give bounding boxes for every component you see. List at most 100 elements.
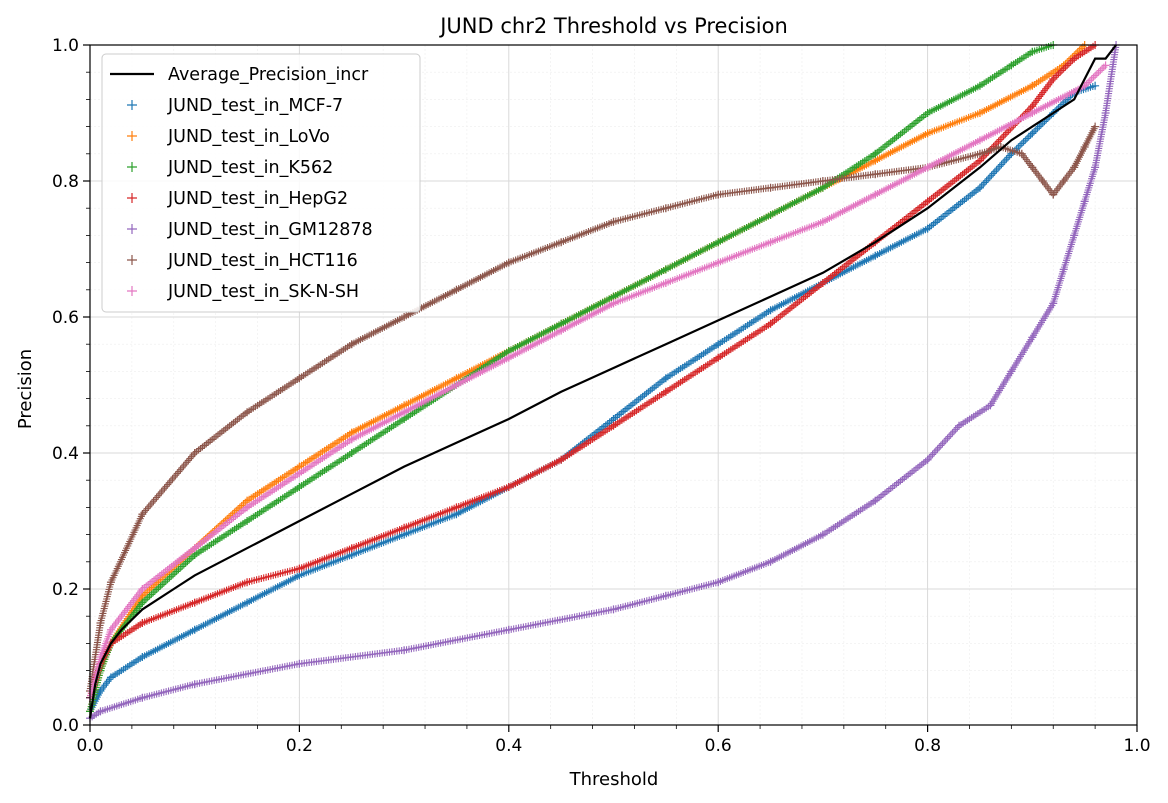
- x-tick-label: 0.8: [914, 736, 941, 756]
- data-point: [504, 483, 513, 491]
- data-point: [452, 285, 461, 294]
- data-point: [1028, 47, 1037, 56]
- data-point: [190, 625, 199, 634]
- data-point: [609, 415, 618, 423]
- data-point: [661, 265, 670, 274]
- legend-marker-swatch: [127, 193, 137, 203]
- legend-box: [101, 53, 421, 313]
- data-point: [1070, 231, 1079, 240]
- data-point: [1049, 299, 1058, 308]
- data-point: [923, 109, 932, 117]
- data-point: [400, 408, 409, 417]
- data-point: [400, 415, 409, 423]
- y-axis-label: Precision: [15, 349, 36, 429]
- data-point: [714, 258, 723, 267]
- data-point: [190, 551, 199, 559]
- data-point: [975, 81, 984, 90]
- data-point: [190, 449, 199, 457]
- axis-ticks: 0.0 0.2 0.4 0.6 0.8 1.0 0.0 0.2 0.4 0.6 0.8 1.0: [52, 36, 1151, 756]
- data-point: [871, 170, 880, 179]
- y-tick-label: 0.6: [52, 308, 79, 328]
- y-tick-label: 1.0: [52, 36, 79, 56]
- data-point: [106, 673, 115, 682]
- data-point: [609, 292, 618, 301]
- data-point: [347, 428, 356, 437]
- data-point: [1028, 81, 1037, 90]
- x-axis-label: Threshold: [569, 769, 659, 790]
- data-point: [818, 217, 827, 226]
- legend-marker-swatch: [127, 131, 137, 141]
- data-point: [609, 421, 618, 430]
- data-point: [347, 449, 356, 457]
- y-tick-label: 0.2: [52, 580, 79, 600]
- data-point: [400, 401, 409, 410]
- data-point: [609, 605, 618, 614]
- data-point: [661, 591, 670, 600]
- data-point: [138, 693, 147, 702]
- data-point: [1080, 197, 1089, 206]
- data-point: [923, 197, 932, 206]
- data-point: [138, 598, 147, 607]
- data-point: [714, 353, 723, 362]
- x-tick-label: 0.0: [76, 736, 103, 756]
- data-point: [504, 347, 513, 355]
- data-point: [190, 544, 199, 553]
- data-point: [818, 279, 827, 287]
- data-point: [243, 408, 252, 417]
- y-tick-label: 0.8: [52, 172, 79, 192]
- data-point: [347, 544, 356, 553]
- data-point: [347, 340, 356, 349]
- data-point: [1017, 149, 1026, 158]
- data-point: [1049, 75, 1058, 83]
- legend-marker-swatch: [127, 224, 137, 234]
- series-JUND_test_in_GM12878: [86, 41, 1121, 723]
- data-point: [295, 571, 304, 580]
- data-point: [243, 578, 252, 587]
- data-point: [1028, 109, 1037, 117]
- data-point: [347, 435, 356, 444]
- data-point: [871, 496, 880, 505]
- data-point: [1101, 109, 1110, 117]
- data-point: [1028, 333, 1037, 342]
- data-point: [1028, 129, 1037, 138]
- legend-label: JUND_test_in_HCT116: [167, 251, 358, 271]
- y-tick-label: 0.4: [52, 444, 79, 464]
- y-tick-label: 0.0: [52, 716, 79, 736]
- legend-label: JUND_test_in_LoVo: [167, 127, 330, 147]
- data-point: [1091, 122, 1100, 131]
- legend-marker-swatch: [127, 286, 137, 296]
- data-point: [975, 183, 984, 192]
- data-point: [766, 211, 775, 219]
- legend-label: JUND_test_in_SK-N-SH: [167, 282, 359, 302]
- data-point: [818, 183, 827, 192]
- data-point: [400, 523, 409, 532]
- data-point: [766, 557, 775, 566]
- data-point: [871, 251, 880, 260]
- data-point: [243, 598, 252, 607]
- data-point: [504, 625, 513, 634]
- data-point: [766, 319, 775, 328]
- data-point: [1028, 163, 1037, 172]
- legend-marker-swatch: [127, 100, 137, 110]
- data-point: [871, 156, 880, 165]
- data-point: [714, 578, 723, 587]
- data-point: [923, 163, 932, 172]
- data-point: [557, 238, 566, 247]
- legend-label: Average_Precision_incr: [168, 65, 369, 85]
- data-point: [96, 619, 105, 627]
- data-point: [609, 299, 618, 308]
- data-point: [452, 381, 461, 389]
- data-point: [923, 224, 932, 233]
- data-point: [766, 183, 775, 192]
- data-point: [557, 319, 566, 328]
- data-point: [295, 483, 304, 491]
- data-point: [190, 598, 199, 607]
- data-point: [1007, 61, 1016, 70]
- data-point: [1091, 81, 1100, 90]
- data-point: [1049, 190, 1058, 199]
- data-point: [452, 503, 461, 512]
- data-point: [661, 279, 670, 287]
- legend: Average_Precision_incr JUND_test_in_MCF-7…: [101, 53, 421, 313]
- data-point: [96, 687, 105, 695]
